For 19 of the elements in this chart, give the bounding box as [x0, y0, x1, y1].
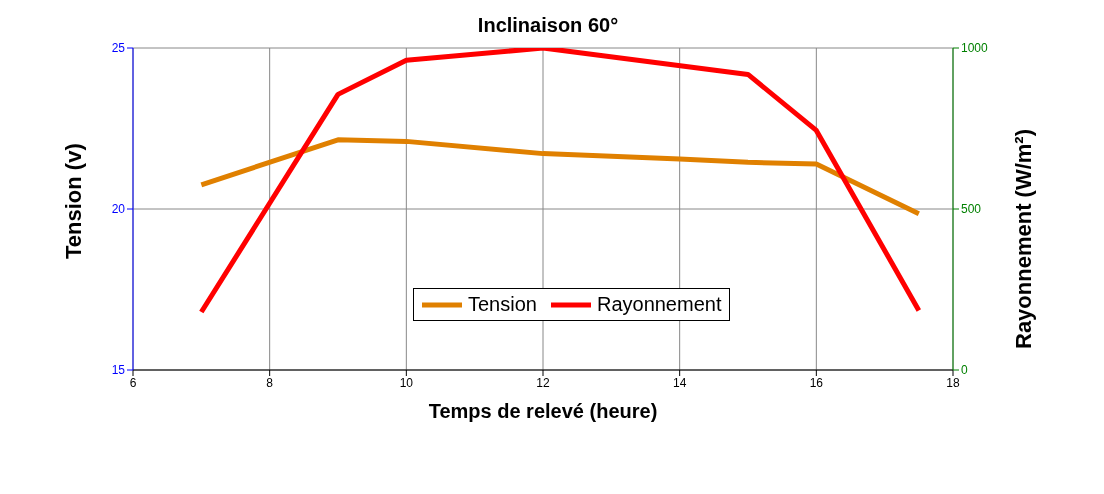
x-tick-label: 8 — [266, 375, 274, 390]
legend-label: Rayonnement — [596, 293, 722, 316]
legend-label: Tension — [468, 293, 537, 316]
x-tick-label: 6 — [129, 375, 137, 390]
y-tick-label: 15 — [111, 363, 126, 378]
x-tick-label: 10 — [399, 375, 414, 390]
y2-tick-label: 0 — [961, 363, 968, 378]
y2-axis-title: Rayonnement (W/m²) — [1010, 129, 1036, 349]
x-tick-label: 18 — [946, 375, 960, 390]
y-axis-title: Tension (v) — [60, 143, 86, 259]
chart-title: Inclinaison 60° — [476, 14, 620, 37]
y-tick-label: 25 — [111, 41, 126, 56]
x-tick-label: 16 — [809, 375, 824, 390]
y-tick-label: 20 — [111, 202, 126, 217]
x-tick-label: 14 — [672, 375, 687, 390]
x-axis-title: Temps de relevé (heure) — [428, 400, 658, 422]
y2-tick-label: 1000 — [961, 41, 989, 56]
x-tick-label: 12 — [536, 375, 550, 390]
y2-tick-label: 500 — [961, 202, 982, 217]
